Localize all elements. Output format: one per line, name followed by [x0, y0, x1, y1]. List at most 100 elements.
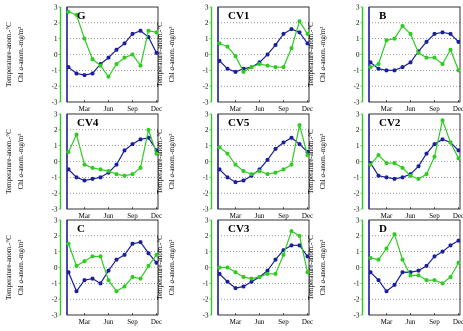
y-tick-label: 0: [356, 51, 360, 59]
chlorophyll-point: [146, 263, 151, 268]
chlorophyll-point: [376, 257, 381, 262]
temperature-point: [384, 175, 389, 180]
temperature-point: [432, 254, 437, 259]
temperature-point: [66, 167, 71, 172]
x-tick-label: Sep: [429, 212, 440, 220]
y-axis-title-chlorophyll: Chl a-anom.-mg/m³: [168, 134, 176, 190]
chlorophyll-point: [305, 270, 310, 275]
chlorophyll-point: [432, 278, 437, 283]
temperature-point: [90, 276, 95, 281]
chlorophyll-point: [66, 241, 71, 246]
panel-d: -3 -2 -1 0 1 2 3 Mar Jun Sep Dec Temperature-anom.-…: [307, 216, 463, 326]
panel-title: CV4: [77, 117, 99, 129]
chlorophyll-point: [416, 50, 421, 55]
temperature-point: [90, 71, 95, 76]
y-tick-label: 3: [205, 110, 209, 118]
chlorophyll-point: [90, 254, 95, 259]
chlorophyll-point: [392, 36, 397, 41]
y-tick-label: 2: [54, 232, 58, 240]
temperature-point: [408, 60, 413, 65]
chlorophyll-point: [241, 169, 246, 173]
y-axis-title-chlorophyll: Chl a-anom.-mg/m³: [319, 240, 327, 296]
y-axis-title-temperature: Temperature-anom.-°C: [156, 129, 164, 194]
y-axis-title-chlorophyll: Chl a-anom.-mg/m³: [17, 240, 25, 296]
chlorophyll-point: [368, 162, 373, 167]
chlorophyll-point: [392, 232, 397, 237]
x-tick-label: Dec: [453, 105, 463, 113]
y-tick-label: -3: [52, 98, 58, 106]
temperature-line: [68, 137, 158, 182]
panel-title: C: [77, 223, 85, 235]
chlorophyll-point: [416, 176, 421, 181]
chlorophyll-point: [440, 118, 445, 123]
y-tick-label: -1: [52, 174, 58, 182]
y-tick-label: 1: [54, 35, 58, 43]
temperature-point: [400, 175, 405, 180]
chlorophyll-line: [370, 25, 460, 71]
chlorophyll-point: [249, 276, 254, 281]
chlorophyll-point: [400, 257, 405, 262]
temperature-point: [400, 65, 405, 70]
temperature-point: [297, 142, 302, 147]
y-tick-label: -3: [354, 98, 360, 106]
temperature-point: [122, 41, 127, 46]
y-tick-label: 2: [205, 232, 209, 240]
chlorophyll-point: [130, 52, 135, 57]
chlorophyll-point: [233, 162, 238, 167]
y-axis-title-chlorophyll: Chl a-anom.-mg/m³: [17, 134, 25, 190]
panel-b: -3 -2 -1 0 1 2 3 Mar Jun Sep Dec Temperature-anom.-…: [307, 3, 463, 113]
y-axis-title-temperature: Temperature-anom.-°C: [307, 22, 315, 87]
y-tick-label: -3: [203, 98, 209, 106]
chlorophyll-point: [281, 65, 286, 70]
chlorophyll-point: [225, 151, 230, 156]
chlorophyll-point: [384, 38, 389, 43]
temperature-point: [297, 30, 302, 35]
y-tick-label: 0: [205, 158, 209, 166]
x-tick-label: Jun: [255, 318, 265, 326]
chlorophyll-point: [249, 172, 254, 177]
chlorophyll-point: [448, 275, 453, 279]
chlorophyll-point: [384, 161, 389, 166]
y-tick-label: -3: [52, 205, 58, 213]
x-tick-label: Jun: [104, 212, 114, 220]
chlorophyll-point: [257, 275, 262, 279]
chlorophyll-point: [297, 233, 302, 238]
panel-title: G: [77, 10, 86, 22]
temperature-point: [297, 243, 302, 248]
temperature-point: [448, 243, 453, 248]
y-tick-label: -3: [354, 205, 360, 213]
x-tick-label: Jun: [406, 212, 416, 220]
temperature-point: [456, 39, 461, 44]
chlorophyll-point: [456, 156, 461, 161]
temperature-point: [114, 257, 119, 262]
y-tick-label: 2: [205, 19, 209, 27]
panel-cv1: -3 -2 -1 0 1 2 3 Mar Jun Sep Dec Temperature-anom.-…: [156, 3, 313, 113]
temperature-point: [384, 68, 389, 73]
temperature-point: [130, 31, 135, 36]
temperature-point: [305, 41, 310, 46]
panel-cv3: -3 -2 -1 0 1 2 3 Mar Jun Sep Dec Temperature-anom.-…: [156, 216, 313, 326]
y-tick-label: 0: [356, 264, 360, 272]
chlorophyll-point: [432, 154, 437, 159]
panel-c: -3 -2 -1 0 1 2 3 Mar Jun Sep Dec Temperature-anom.-…: [5, 216, 162, 326]
temperature-point: [146, 251, 151, 256]
chlorophyll-point: [138, 165, 143, 170]
temperature-point: [98, 175, 103, 180]
panel-cv5: -3 -2 -1 0 1 2 3 Mar Jun Sep Dec Temperature-anom.-…: [156, 110, 313, 220]
chlorophyll-point: [74, 12, 79, 17]
x-tick-label: Mar: [381, 212, 393, 220]
chlorophyll-point: [217, 265, 222, 270]
panel-title: CV5: [228, 117, 250, 129]
temperature-point: [432, 142, 437, 147]
y-axis-title-chlorophyll: Chl a-anom.-mg/m³: [319, 27, 327, 83]
chlorophyll-point: [408, 173, 413, 178]
chlorophyll-point: [448, 140, 453, 145]
chlorophyll-point: [265, 172, 270, 177]
y-tick-label: 3: [205, 3, 209, 11]
chlorophyll-point: [440, 62, 445, 66]
x-tick-label: Sep: [278, 105, 289, 113]
chlorophyll-point: [249, 65, 254, 70]
y-tick-label: -2: [52, 296, 58, 304]
y-tick-label: -3: [203, 311, 209, 319]
temperature-point: [392, 282, 397, 287]
